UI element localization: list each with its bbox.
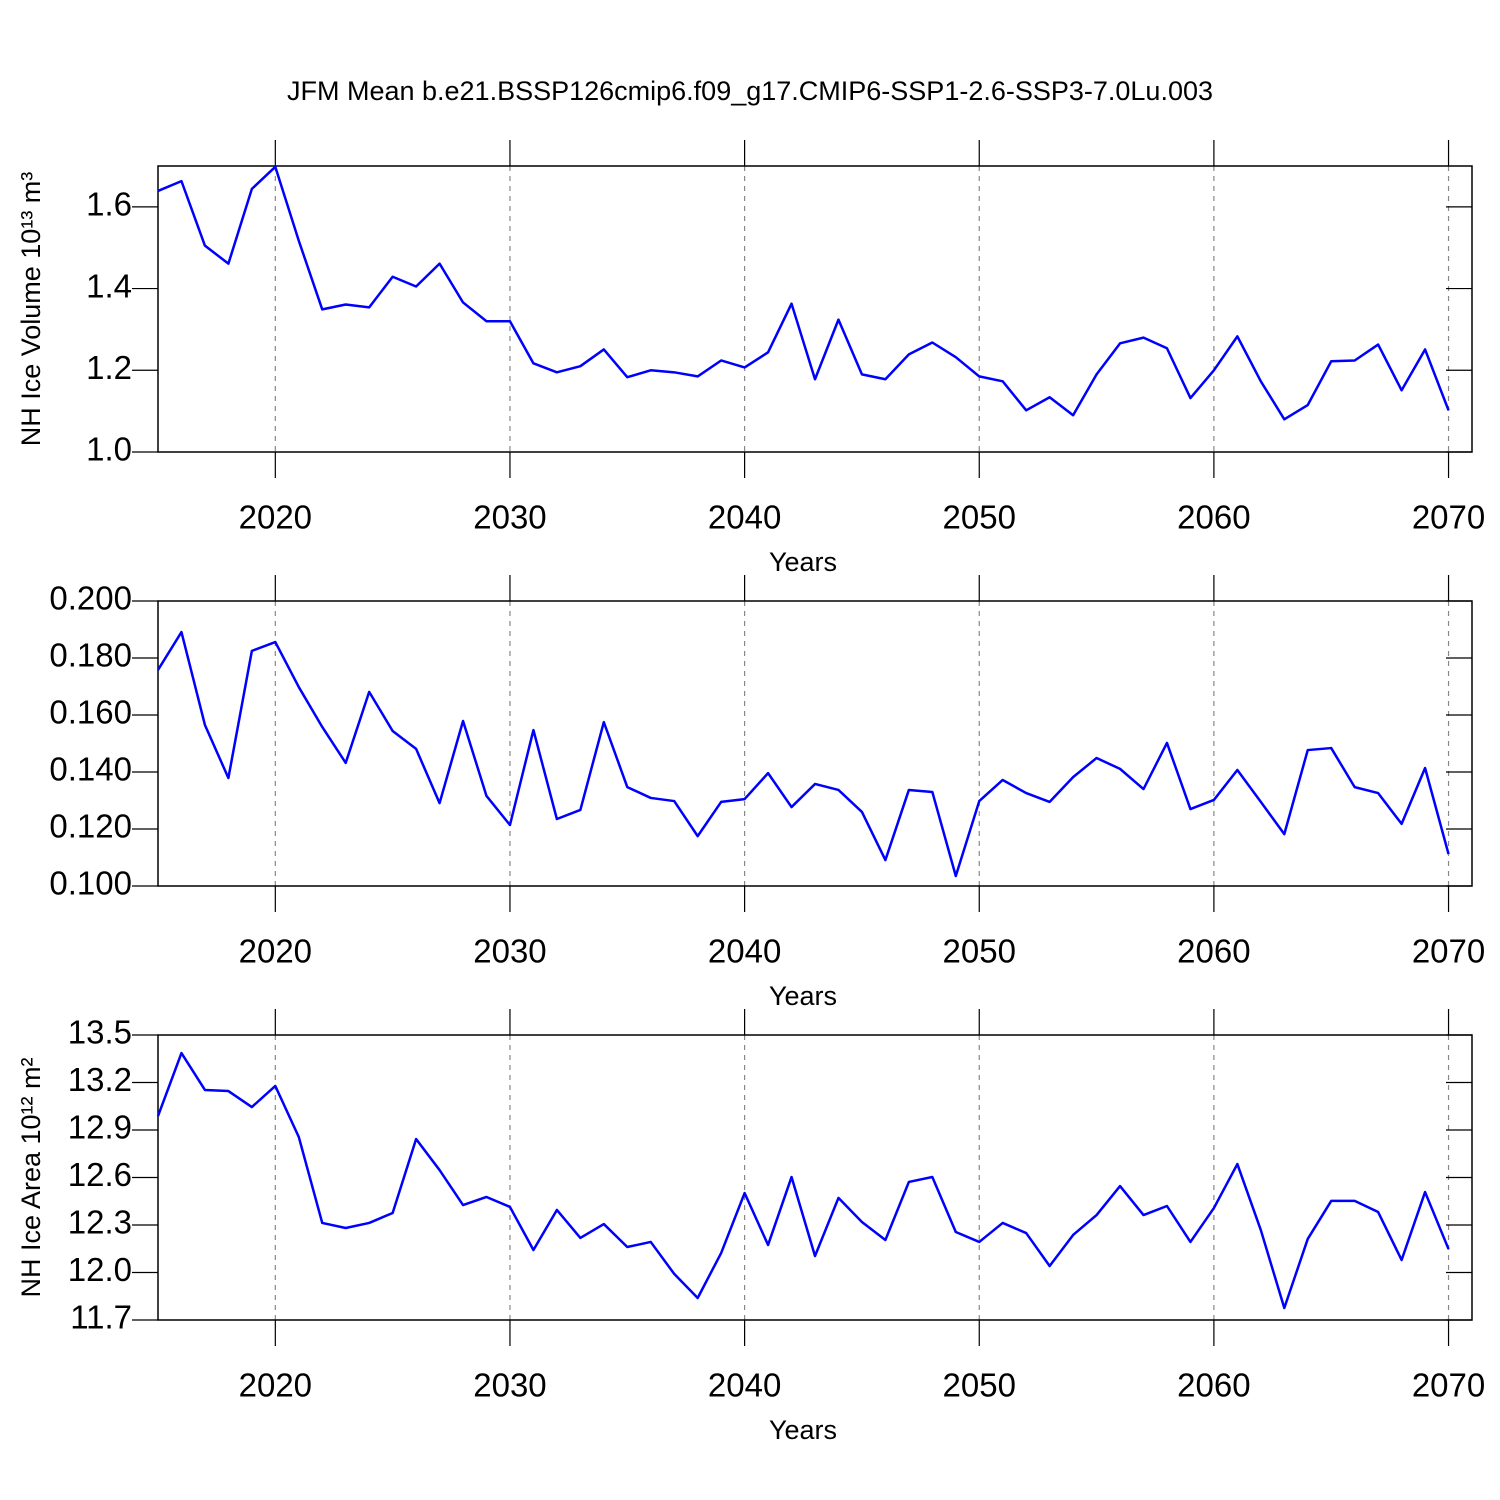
y-axis-label: NH Ice Area 10¹² m² (16, 1057, 46, 1297)
x-tick-label: 2050 (943, 933, 1016, 970)
y-tick-label: 0.180 (49, 637, 132, 674)
x-tick-label: 2040 (708, 1367, 781, 1404)
x-tick-label: 2040 (708, 499, 781, 536)
x-axis-label: Years (769, 547, 837, 577)
x-tick-label: 2060 (1177, 933, 1250, 970)
data-line (157, 165, 1450, 421)
y-tick-label: 12.0 (68, 1251, 132, 1288)
x-axis-label: Years (769, 981, 837, 1011)
x-tick-label: 2070 (1412, 499, 1485, 536)
x-tick-label: 2060 (1177, 499, 1250, 536)
plot-frame (157, 600, 1473, 887)
data-line (156, 630, 1450, 878)
x-tick-label: 2070 (1412, 933, 1485, 970)
y-tick-label: 12.6 (68, 1156, 132, 1193)
y-tick-label: 0.160 (49, 694, 132, 731)
x-tick-label: 2030 (473, 1367, 546, 1404)
x-tick-label: 2070 (1412, 1367, 1485, 1404)
plot-frame (157, 165, 1473, 453)
x-tick-label: 2060 (1177, 1367, 1250, 1404)
x-tick-label: 2040 (708, 933, 781, 970)
y-tick-label: 13.2 (68, 1061, 132, 1098)
x-tick-label: 2050 (943, 1367, 1016, 1404)
x-tick-label: 2020 (239, 1367, 312, 1404)
y-tick-label: 1.2 (86, 349, 132, 386)
plot-frame (157, 1034, 1473, 1321)
y-tick-label: 1.0 (86, 431, 132, 468)
x-tick-label: 2030 (473, 499, 546, 536)
x-tick-label: 2020 (239, 933, 312, 970)
x-tick-label: 2030 (473, 933, 546, 970)
y-axis-label: NH Ice Volume 10¹³ m³ (16, 172, 46, 447)
y-tick-label: 12.3 (68, 1204, 132, 1241)
x-tick-label: 2020 (239, 499, 312, 536)
y-tick-label: 1.6 (86, 186, 132, 223)
x-tick-label: 2050 (943, 499, 1016, 536)
data-line (156, 1051, 1450, 1310)
y-tick-label: 12.9 (68, 1109, 132, 1146)
x-axis-label: Years (769, 1415, 837, 1445)
y-tick-label: 0.120 (49, 808, 132, 845)
y-tick-label: 11.7 (70, 1299, 132, 1336)
y-tick-label: 13.5 (68, 1014, 132, 1051)
chart-title: JFM Mean b.e21.BSSP126cmip6.f09_g17.CMIP… (287, 76, 1213, 106)
y-tick-label: 0.200 (49, 580, 132, 617)
y-tick-label: 0.140 (49, 751, 132, 788)
y-tick-label: 1.4 (86, 267, 132, 304)
y-tick-label: 0.100 (49, 865, 132, 902)
